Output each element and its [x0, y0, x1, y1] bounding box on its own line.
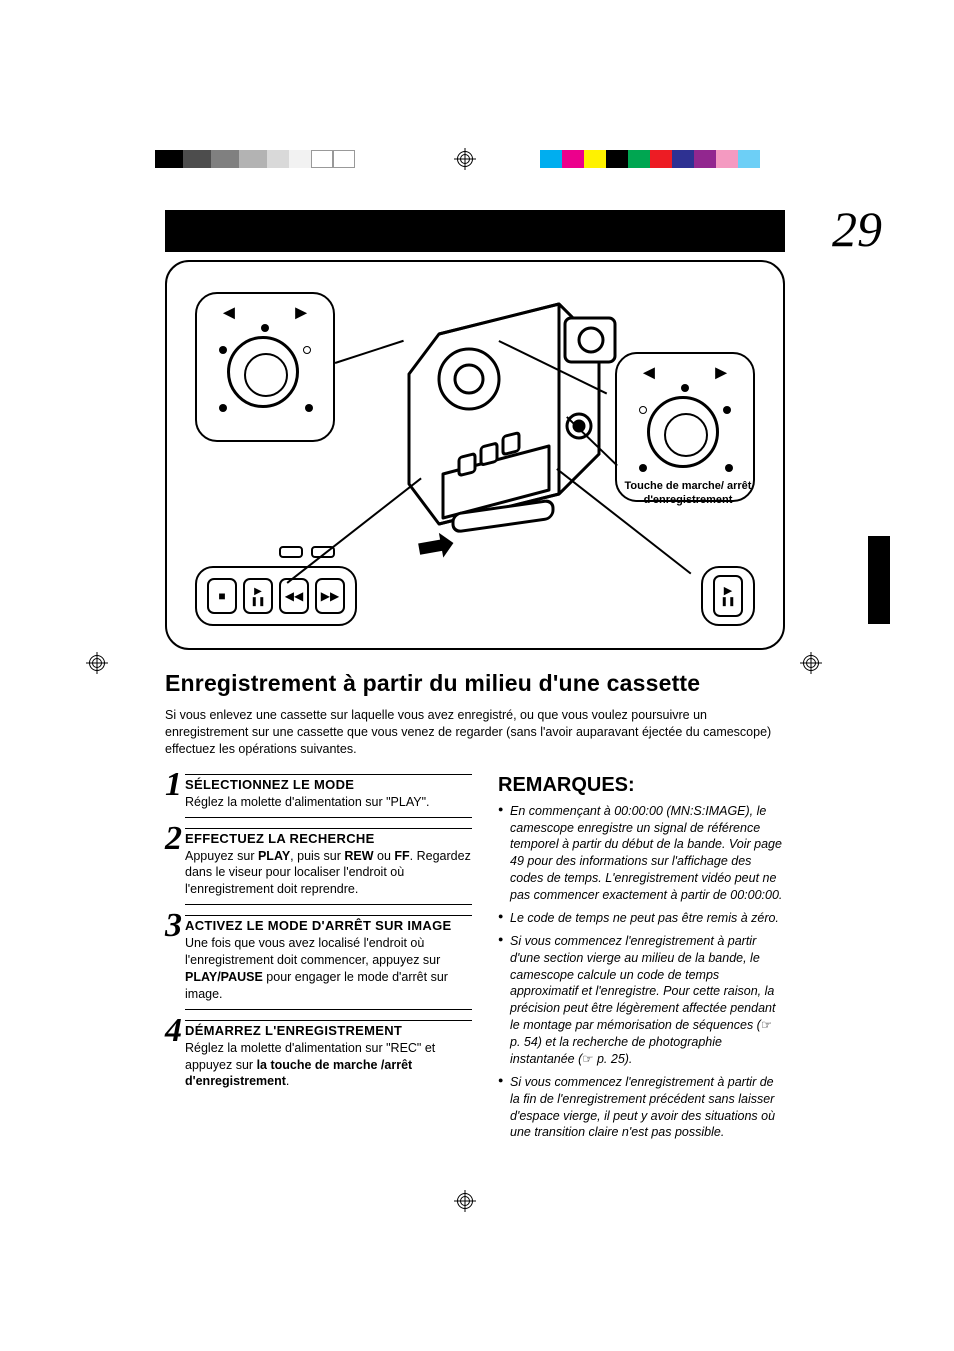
side-tab [868, 536, 890, 624]
camcorder-drawing [369, 294, 629, 554]
step-2: 2EFFECTUEZ LA RECHERCHEAppuyez sur PLAY,… [185, 828, 472, 906]
remarks-title: REMARQUES: [498, 774, 785, 797]
step-3: 3ACTIVEZ LE MODE D'ARRÊT SUR IMAGEUne fo… [185, 915, 472, 1010]
step-heading: SÉLECTIONNEZ LE MODE [185, 774, 472, 792]
step-body: Réglez la molette d'alimentation sur "RE… [185, 1040, 472, 1097]
dial-detail-left: ◄ ► [195, 292, 335, 442]
step-body: Une fois que vous avez localisé l'endroi… [185, 935, 472, 1010]
steps-column: 1SÉLECTIONNEZ LE MODERéglez la molette d… [165, 774, 472, 1148]
section-intro: Si vous enlevez une cassette sur laquell… [165, 707, 785, 758]
step-heading: ACTIVEZ LE MODE D'ARRÊT SUR IMAGE [185, 915, 472, 933]
step-body: Appuyez sur PLAY, puis sur REW ou FF. Re… [185, 848, 472, 906]
step-number: 1 [165, 768, 182, 802]
page-content: Enregistrement à partir du milieu d'une … [165, 670, 785, 1147]
page-header-bar [165, 210, 785, 252]
page-number: 29 [832, 200, 882, 258]
button-panel-left: ■ ▶❚❚ ◀◀ ▶▶ [195, 566, 357, 626]
crosshair-right [800, 652, 822, 674]
step-1: 1SÉLECTIONNEZ LE MODERéglez la molette d… [185, 774, 472, 818]
remark-item: Si vous commencez l'enregistrement à par… [498, 933, 785, 1068]
remarks-column: REMARQUES: En commençant à 00:00:00 (MN:… [498, 774, 785, 1148]
crosshair-left [86, 652, 108, 674]
stop-button-icon: ■ [207, 578, 237, 614]
section-title: Enregistrement à partir du milieu d'une … [165, 670, 785, 697]
print-reg-color [540, 150, 760, 168]
crosshair-top [454, 148, 476, 170]
play-pause-button-icon: ▶ ❚❚ [713, 575, 743, 617]
step-4: 4DÉMARREZ L'ENREGISTREMENTRéglez la mole… [185, 1020, 472, 1097]
step-body: Réglez la molette d'alimentation sur "PL… [185, 794, 472, 818]
remark-item: Le code de temps ne peut pas être remis … [498, 910, 785, 927]
rew-button-icon: ◀◀ [279, 578, 309, 614]
step-number: 3 [165, 909, 182, 943]
remark-item: En commençant à 00:00:00 (MN:S:IMAGE), l… [498, 803, 785, 904]
crosshair-bottom [454, 1190, 476, 1212]
play-pause-button-icon: ▶❚❚ [243, 578, 273, 614]
ff-button-icon: ▶▶ [315, 578, 345, 614]
button-panel-right: ▶ ❚❚ [701, 566, 755, 626]
dial-caption: Touche de marche/ arrêt d'enregistrement [623, 480, 753, 508]
step-heading: DÉMARREZ L'ENREGISTREMENT [185, 1020, 472, 1038]
camcorder-diagram: ◄ ► ◄ ► Touche de marche/ arrêt d'enregi… [165, 260, 785, 650]
step-heading: EFFECTUEZ LA RECHERCHE [185, 828, 472, 846]
step-number: 4 [165, 1014, 182, 1048]
remarks-list: En commençant à 00:00:00 (MN:S:IMAGE), l… [498, 803, 785, 1142]
step-number: 2 [165, 822, 182, 856]
print-reg-bw [155, 150, 355, 168]
remark-item: Si vous commencez l'enregistrement à par… [498, 1074, 785, 1142]
